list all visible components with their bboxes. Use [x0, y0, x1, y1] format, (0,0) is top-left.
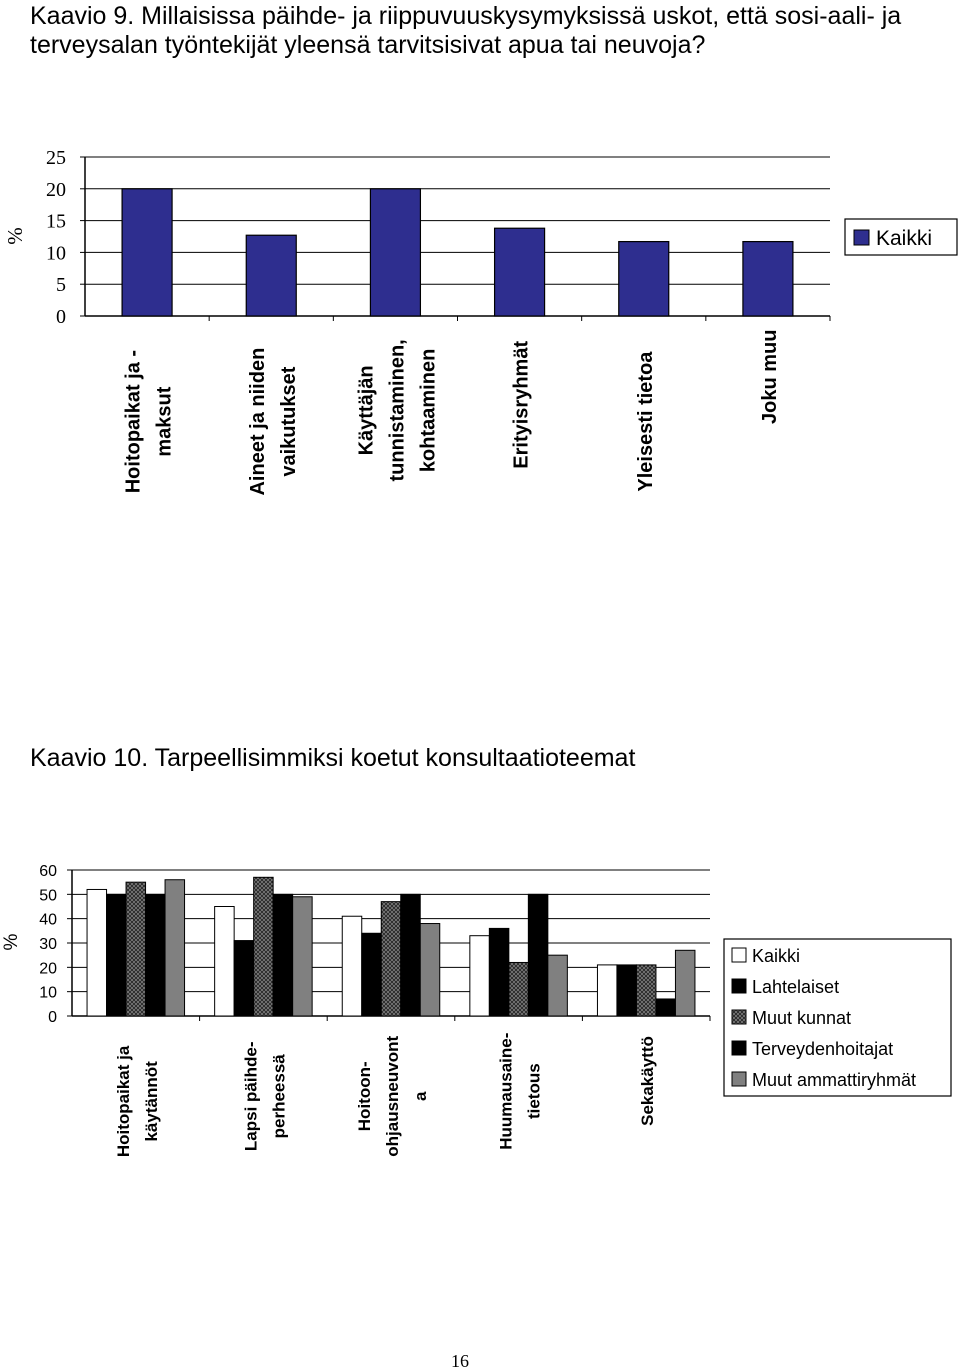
bar [616, 964, 637, 1017]
bar [674, 949, 696, 1017]
bar [380, 901, 402, 1017]
bar [635, 964, 657, 1017]
legend-label: Kaikki [876, 227, 932, 250]
y-tick-label: 40 [39, 912, 57, 929]
bar [272, 893, 294, 1017]
bar [369, 188, 422, 317]
x-tick-label: Hoitopaikat ja käytännöt [114, 1045, 161, 1157]
legend-label: Terveydenhoitajat [752, 1039, 893, 1059]
chart2-caption: Kaavio 10. Tarpeellisimmiksi koetut kons… [30, 744, 636, 772]
y-axis-label: % [3, 227, 27, 245]
bar [233, 940, 255, 1017]
bar [86, 888, 108, 1017]
legend-swatch [853, 229, 870, 246]
y-tick-label: 10 [46, 242, 66, 264]
x-tick-label: Sekakäyttö [638, 1036, 657, 1126]
x-tick-label: Hoitopaikat ja - maksut [123, 350, 176, 493]
y-axis-label: % [1, 933, 22, 950]
bar [125, 881, 147, 1017]
bar [596, 964, 618, 1017]
bar [121, 188, 173, 317]
legend-label: Muut kunnat [752, 1008, 851, 1028]
x-tick-label: Käyttäjän tunnistaminen, kohtaaminen [355, 339, 439, 481]
bar [419, 923, 441, 1017]
page-number: 16 [451, 1351, 469, 1371]
chart1: 0 5 10 15 20 25% Hoitopaikat ja - maksut Aineet… [3, 147, 958, 496]
x-tick-label: Erityisryhmät [511, 341, 533, 469]
bar [742, 240, 794, 317]
y-tick-label: 20 [46, 179, 66, 201]
chart2: 0 10 20 30 40 50 60% Hoitopaikat ja käytännöt La… [1, 863, 952, 1157]
x-tick-label: Hoitoon-ohjausneuvont a [355, 1036, 430, 1157]
y-tick-label: 25 [46, 147, 66, 169]
bar [488, 927, 510, 1017]
legend-box [723, 938, 952, 1097]
legend-label: Kaikki [752, 946, 800, 966]
x-tick-label: Lapsi päihde-perheessä [241, 1042, 288, 1152]
bar [493, 227, 546, 317]
y-tick-label: 0 [56, 306, 66, 328]
legend-swatch [731, 1040, 747, 1056]
bar [361, 932, 382, 1017]
x-tick-label: Joku muu [759, 330, 781, 424]
x-tick-label: Yleisesti tietoa [635, 351, 657, 492]
bar [214, 906, 235, 1017]
chart1-caption: Kaavio 9. Millaisissa päihde- ja riippuv… [30, 2, 902, 59]
legend-label: Muut ammattiryhmät [752, 1070, 916, 1090]
bar [253, 876, 274, 1017]
y-tick-label: 5 [56, 274, 66, 296]
bar [341, 915, 363, 1017]
y-tick-label: 50 [39, 887, 57, 904]
bar [145, 893, 166, 1017]
bar [106, 893, 127, 1017]
y-tick-label: 10 [39, 985, 57, 1002]
bar [292, 896, 313, 1017]
bar [655, 998, 676, 1017]
legend-swatch [731, 947, 747, 963]
legend-label: Lahtelaiset [752, 977, 839, 997]
y-tick-label: 15 [46, 211, 66, 233]
y-tick-label: 0 [48, 1009, 57, 1026]
bar [245, 234, 297, 317]
bar [527, 893, 549, 1017]
bar [618, 240, 670, 317]
y-tick-label: 60 [39, 863, 57, 880]
legend-swatch [731, 1071, 747, 1087]
legend-swatch [731, 978, 747, 994]
bar [400, 893, 421, 1017]
bar [547, 954, 568, 1017]
y-tick-label: 30 [39, 936, 57, 953]
bar [164, 879, 186, 1017]
y-tick-label: 20 [39, 960, 57, 977]
bar [469, 935, 490, 1017]
legend-swatch [731, 1009, 747, 1025]
x-tick-label: Aineet ja niiden vaikutukset [247, 348, 300, 496]
x-tick-label: Huumausaine-tietous [497, 1033, 544, 1150]
bar [508, 961, 529, 1017]
